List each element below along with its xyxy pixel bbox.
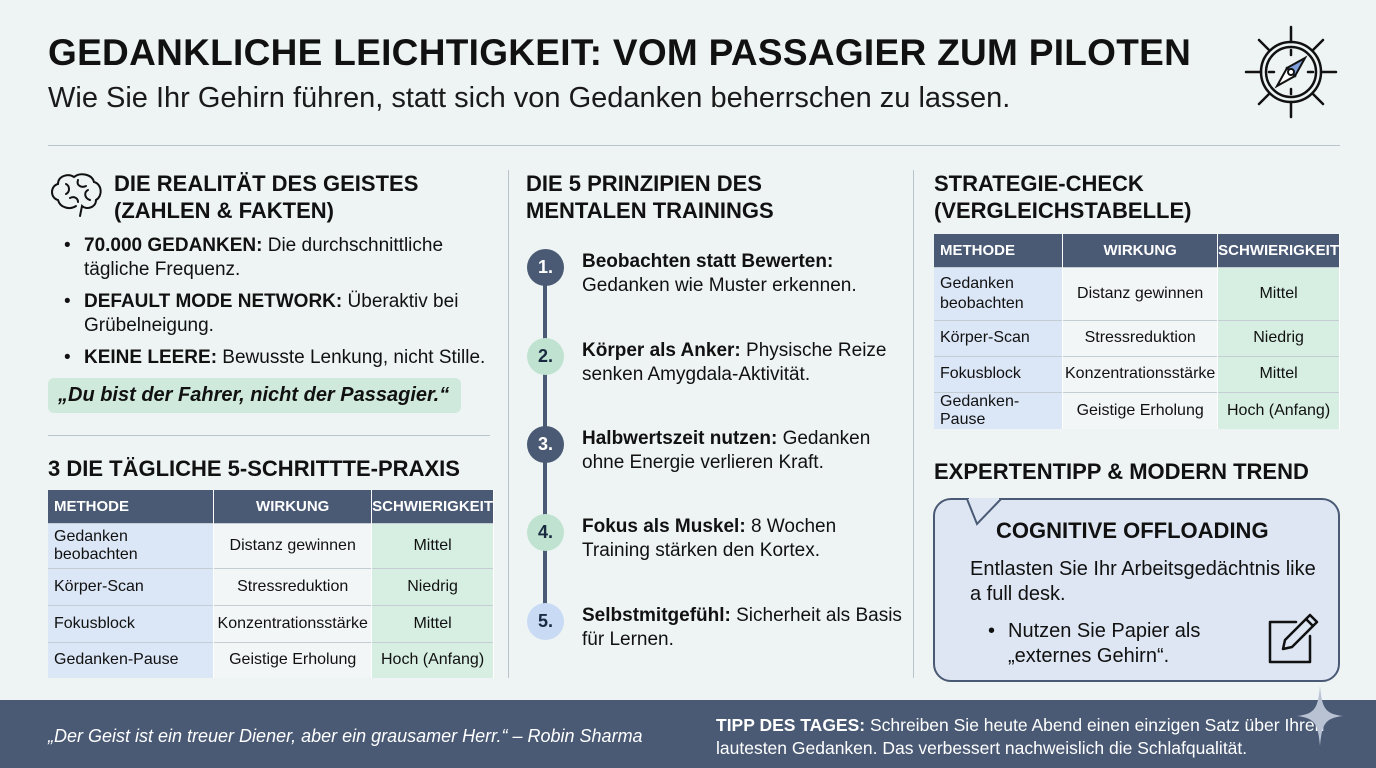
- principle-step: Fokus als Muskel: 8 Wochen Training stär…: [582, 516, 837, 561]
- facts-heading: DIE REALITÄT DES GEISTES (ZAHLEN & FAKTEN…: [114, 171, 419, 223]
- table-row: Gedanken beobachten Distanz gewinnen Mitte…: [934, 266, 1340, 320]
- step-number-badge: 1.: [527, 249, 564, 286]
- quote-callout: „Du bist der Fahrer, nicht der Passagier…: [48, 378, 461, 413]
- expert-heading: EXPERTENTIPP & MODERN TREND: [934, 459, 1309, 484]
- strategy-table: METHODE WIRKUNG SCHWIERIGKEIT Gedanken beo…: [934, 234, 1340, 429]
- table-row: Gedanken-Pause Geistige Erholung Hoch (Anf…: [48, 641, 494, 678]
- principle-step: Beobachten statt Bewerten: Gedanken wie …: [582, 251, 857, 296]
- table-row: Fokusblock Konzentrationsstärke Mittel: [934, 355, 1340, 392]
- box-title: COGNITIVE OFFLOADING: [996, 518, 1269, 543]
- brain-icon: [51, 173, 102, 217]
- table-row: Gedanken-Pause Geistige Erholung Hoch (Anf…: [934, 391, 1340, 429]
- header-divider: [48, 145, 1340, 146]
- page-title: GEDANKLICHE LEICHTIGKEIT: VOM PASSAGIER …: [48, 32, 1192, 73]
- principle-step: Körper als Anker: Physische Reize senken…: [582, 340, 887, 385]
- column-divider: [913, 170, 914, 678]
- pencil-note-icon: [1268, 613, 1319, 664]
- page-subtitle: Wie Sie Ihr Gehirn führen, statt sich vo…: [48, 82, 1011, 114]
- principle-step: Selbstmitgefühl: Sicherheit als Basis fü…: [582, 605, 902, 650]
- table-row: Fokusblock Konzentrationsstärke Mittel: [48, 604, 494, 642]
- sparkle-icon: [1297, 686, 1343, 746]
- step-number-badge: 2.: [527, 338, 564, 375]
- table-row: Körper-Scan Stressreduktion Niedrig: [934, 319, 1340, 356]
- step-number-badge: 5.: [527, 603, 564, 640]
- strategy-heading: STRATEGIE-CHECK (VERGLEICHSTABELLE): [934, 171, 1192, 223]
- section-divider: [48, 435, 490, 436]
- practice-table: METHODE WIRKUNG SCHWIERIGKEIT Gedanken beo…: [48, 490, 494, 678]
- fact-item: 70.000 GEDANKEN: Die durchschnittliche t…: [62, 234, 482, 282]
- tip-of-day: TIPP DES TAGES: Schreiben Sie heute Aben…: [716, 715, 1325, 758]
- principles-heading: DIE 5 PRINZIPIEN DES MENTALEN TRAININGS: [526, 171, 774, 223]
- practice-heading: 3 DIE TÄGLICHE 5-SCHRITTTE-PRAXIS: [48, 456, 460, 481]
- step-number-badge: 3.: [527, 426, 564, 463]
- box-text: Entlasten Sie Ihr Arbeitsgedächtnis like…: [970, 558, 1316, 605]
- step-number-badge: 4.: [527, 514, 564, 551]
- fact-item: KEINE LEERE: Bewusste Lenkung, nicht Sti…: [62, 346, 485, 370]
- table-row: Körper-Scan Stressreduktion Niedrig: [48, 567, 494, 605]
- table-row: Gedanken beobachten Distanz gewinnen Mitte…: [48, 522, 494, 568]
- fact-item: DEFAULT MODE NETWORK: Überaktiv bei Grüb…: [62, 290, 482, 338]
- footer-quote: „Der Geist ist ein treuer Diener, aber e…: [48, 726, 643, 746]
- box-bullet: Nutzen Sie Papier als „externes Gehirn“.: [986, 619, 1236, 669]
- column-divider: [508, 170, 509, 678]
- footer: „Der Geist ist ein treuer Diener, aber e…: [0, 700, 1376, 768]
- speech-tail: [966, 498, 1002, 526]
- facts-list: 70.000 GEDANKEN: Die durchschnittliche t…: [62, 234, 485, 378]
- ship-wheel-compass-icon: [1244, 25, 1338, 119]
- principle-step: Halbwertszeit nutzen: Gedanken ohne Ener…: [582, 428, 871, 473]
